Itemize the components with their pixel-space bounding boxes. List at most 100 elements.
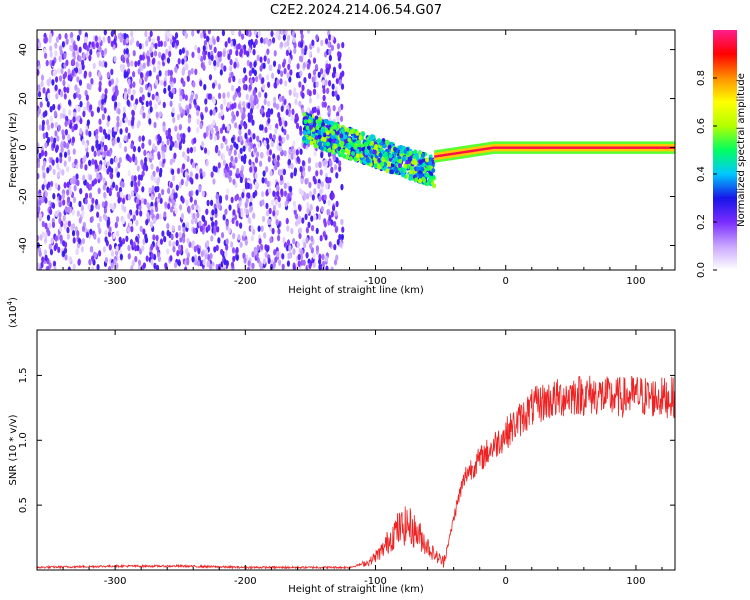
heatmap-cell <box>148 187 152 194</box>
heatmap-cell <box>236 167 240 175</box>
heatmap-cell <box>168 45 172 52</box>
heatmap-cell <box>595 143 598 147</box>
heatmap-cell <box>637 146 640 149</box>
heatmap-cell <box>215 193 219 200</box>
heatmap-cell <box>200 113 204 121</box>
heatmap-cell <box>495 141 498 145</box>
heatmap-cell <box>512 143 515 147</box>
heatmap-cell <box>130 225 134 233</box>
heatmap-cell <box>393 146 398 152</box>
heatmap-cell <box>102 36 106 43</box>
heatmap-cell <box>271 227 275 235</box>
heatmap-cell <box>146 202 150 209</box>
heatmap-cell <box>571 148 574 152</box>
heatmap-cell <box>563 146 567 149</box>
heatmap-cell <box>181 197 185 204</box>
heatmap-cell <box>63 151 68 158</box>
heatmap-cell <box>287 252 291 260</box>
heatmap-cell <box>321 122 326 127</box>
heatmap-cell <box>281 253 285 260</box>
heatmap-cell <box>668 146 671 149</box>
heatmap-cell <box>46 101 50 108</box>
heatmap-cell <box>521 151 524 154</box>
heatmap-cell <box>191 30 195 37</box>
heatmap-cell <box>142 112 146 119</box>
heatmap-cell <box>399 149 404 155</box>
heatmap-cell <box>438 159 442 162</box>
heatmap-cell <box>591 148 595 152</box>
heatmap-cell <box>577 146 581 149</box>
heatmap-cell <box>110 40 114 48</box>
heatmap-cell <box>64 220 68 227</box>
heatmap-cell <box>68 109 72 116</box>
heatmap-cell <box>257 225 261 232</box>
heatmap-cell <box>476 146 479 149</box>
heatmap-cell <box>437 152 440 155</box>
heatmap-cell <box>420 166 425 172</box>
heatmap-cell <box>329 160 333 167</box>
y-tick-label: 40 <box>18 43 29 56</box>
heatmap-cell <box>490 141 493 145</box>
heatmap-cell <box>237 234 241 241</box>
heatmap-cell <box>463 155 467 159</box>
heatmap-cell <box>490 144 493 147</box>
heatmap-cell <box>130 30 134 38</box>
heatmap-cell <box>205 159 209 167</box>
heatmap-cell <box>249 61 253 68</box>
heatmap-cell <box>45 119 50 126</box>
heatmap-cell <box>624 146 627 149</box>
heatmap-cell <box>211 221 215 228</box>
heatmap-cell <box>310 235 314 242</box>
heatmap-cell <box>99 126 103 133</box>
heatmap-cell <box>135 235 139 243</box>
heatmap-cell <box>261 199 265 206</box>
heatmap-cell <box>66 181 70 188</box>
heatmap-cell <box>526 141 529 145</box>
heatmap-cell <box>308 90 312 97</box>
heatmap-cell <box>671 148 674 152</box>
heatmap-cell <box>289 69 293 76</box>
heatmap-cell <box>255 151 260 158</box>
heatmap-cell <box>607 151 610 154</box>
heatmap-cell <box>454 149 457 153</box>
heatmap-cell <box>229 161 233 169</box>
heatmap-cell <box>638 141 642 145</box>
heatmap-cell <box>240 33 245 40</box>
heatmap-cell <box>554 141 557 145</box>
heatmap-cell <box>466 147 470 151</box>
heatmap-cell <box>50 122 54 129</box>
heatmap-cell <box>308 72 312 80</box>
heatmap-cell <box>551 143 554 147</box>
heatmap-cell <box>43 52 48 59</box>
heatmap-cell <box>57 104 61 111</box>
bottom-x-ticks: -300 -200 -100 0 100 <box>36 330 663 587</box>
heatmap-cell <box>660 148 663 152</box>
heatmap-cell <box>479 143 482 147</box>
heatmap-cell <box>49 105 53 113</box>
heatmap-cell <box>194 93 199 101</box>
heatmap-cell <box>297 253 301 261</box>
heatmap-cell <box>610 141 613 145</box>
heatmap-cell <box>278 169 282 176</box>
heatmap-cell <box>301 217 305 224</box>
snr-frame <box>36 329 676 571</box>
heatmap-cell <box>54 42 58 49</box>
heatmap-cell <box>320 181 324 188</box>
heatmap-cell <box>513 148 517 152</box>
heatmap-cell <box>130 180 134 188</box>
heatmap-cell <box>83 72 87 79</box>
heatmap-cell <box>226 166 230 173</box>
heatmap-cell <box>434 152 437 156</box>
heatmap-cell <box>245 30 249 36</box>
heatmap-cell <box>91 197 95 204</box>
heatmap-cell <box>174 125 178 132</box>
heatmap-cell <box>476 151 479 154</box>
heatmap-cell <box>321 260 326 268</box>
heatmap-cell <box>557 146 560 149</box>
heatmap-cell <box>59 152 63 159</box>
heatmap-cell <box>84 43 88 50</box>
heatmap-cell <box>222 135 226 142</box>
heatmap-cell <box>264 244 268 251</box>
heatmap-cell <box>309 190 313 198</box>
heatmap-cell <box>77 237 82 245</box>
